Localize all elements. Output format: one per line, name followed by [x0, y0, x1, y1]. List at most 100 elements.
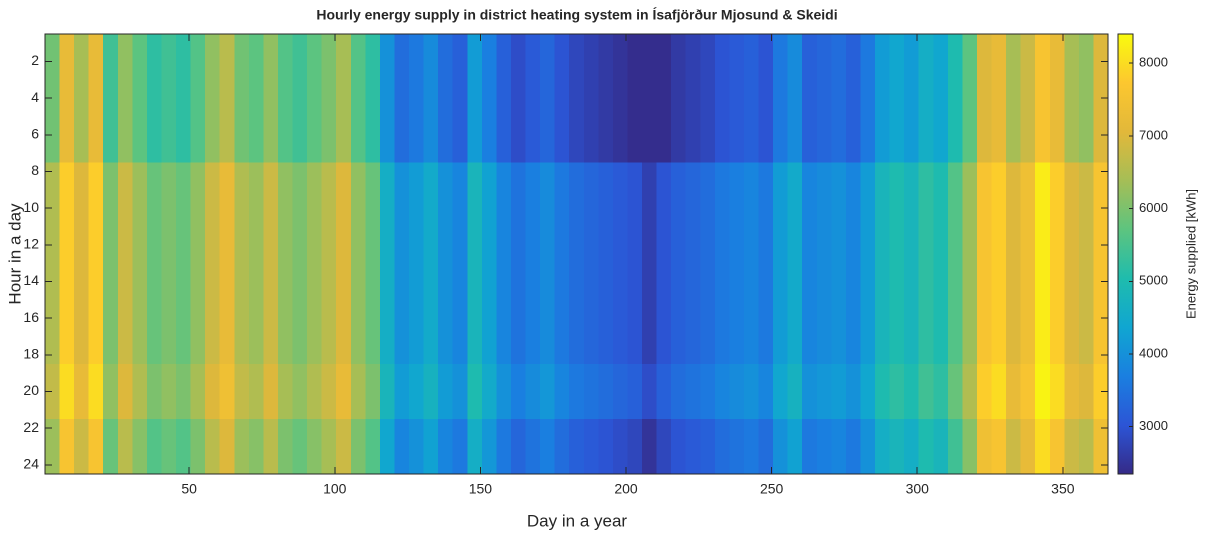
heatmap-cell — [991, 162, 1007, 364]
heatmap-cell — [1093, 364, 1109, 419]
heatmap-cell — [394, 419, 410, 474]
plot-frame — [44, 33, 1109, 475]
heatmap-cell — [438, 162, 454, 364]
heatmap-cell — [496, 34, 512, 163]
heatmap-cell — [292, 364, 308, 419]
heatmap-cell — [496, 364, 512, 419]
heatmap-cell — [598, 364, 614, 419]
colorbar-label: Energy supplied [kWh] — [1183, 189, 1198, 319]
heatmap-cell — [452, 419, 468, 474]
heatmap-cell — [569, 34, 585, 163]
heatmap-cell — [1049, 419, 1065, 474]
heatmap-cell — [132, 364, 148, 419]
heatmap-cell — [729, 419, 745, 474]
heatmap-cell — [161, 419, 177, 474]
heatmap-cell — [1006, 419, 1022, 474]
heatmap-cell — [554, 162, 570, 364]
heatmap-cell — [671, 419, 687, 474]
heatmap-cell — [569, 364, 585, 419]
heatmap-cell — [627, 419, 643, 474]
heatmap-cell — [219, 34, 235, 163]
y-axis-label: Hour in a day — [5, 203, 24, 305]
heatmap-cell — [1006, 364, 1022, 419]
heatmap-cell — [714, 34, 730, 163]
heatmap-cell — [307, 162, 323, 364]
heatmap-cell — [860, 419, 876, 474]
heatmap-cell — [161, 34, 177, 163]
heatmap-cell — [103, 34, 119, 163]
heatmap-cell — [540, 34, 556, 163]
heatmap-cell — [627, 364, 643, 419]
heatmap-cell — [875, 34, 891, 163]
heatmap-cell — [467, 162, 483, 364]
heatmap-cell — [554, 34, 570, 163]
heatmap-cell — [263, 419, 279, 474]
heatmap-cell — [176, 34, 192, 163]
heatmap-cell — [452, 364, 468, 419]
heatmap-cell — [277, 419, 294, 474]
heatmap-cell — [991, 364, 1007, 419]
heatmap-cell — [845, 162, 861, 364]
colorbar — [1117, 33, 1134, 475]
heatmap-cell — [802, 162, 818, 364]
heatmap-cell — [583, 34, 599, 163]
heatmap-cell — [74, 162, 90, 364]
heatmap-cell — [74, 364, 90, 419]
heatmap-cell — [802, 364, 818, 419]
heatmap-cell — [132, 34, 148, 163]
heatmap-cell — [1078, 419, 1094, 474]
heatmap-cell — [88, 162, 104, 364]
heatmap-cell — [190, 419, 206, 474]
heatmap-cell — [1049, 364, 1065, 419]
heatmap-cell — [525, 162, 541, 364]
heatmap-cell — [350, 34, 366, 163]
heatmap-cell — [671, 162, 687, 364]
heatmap-cell — [307, 419, 323, 474]
heatmap-cell — [1006, 162, 1022, 364]
heatmap-cell — [350, 162, 366, 364]
heatmap-cell — [423, 364, 439, 419]
heatmap-cell — [467, 419, 483, 474]
heatmap-cell — [510, 364, 527, 419]
heatmap-cell — [1064, 162, 1080, 364]
heatmap-cell — [962, 162, 978, 364]
heatmap-cell — [714, 364, 730, 419]
heatmap-cell — [802, 34, 818, 163]
heatmap-cell — [248, 364, 264, 419]
heatmap-cell — [598, 34, 614, 163]
heatmap-cell — [773, 34, 789, 163]
x-tick-label: 200 — [614, 481, 638, 497]
heatmap-cell — [700, 364, 716, 419]
heatmap-cell — [1093, 419, 1109, 474]
heatmap-cell — [307, 34, 323, 163]
heatmap-cell — [889, 34, 905, 163]
heatmap-cell — [700, 34, 716, 163]
heatmap-cell — [860, 162, 876, 364]
heatmap-cell — [729, 364, 745, 419]
heatmap-cell — [569, 419, 585, 474]
heatmap-cell — [88, 419, 104, 474]
heatmap-cell — [74, 419, 90, 474]
heatmap-cell — [802, 419, 818, 474]
heatmap-cell — [467, 34, 483, 163]
heatmap-cell — [627, 34, 643, 163]
heatmap-cell — [365, 162, 381, 364]
heatmap-cell — [845, 364, 861, 419]
heatmap-cell — [787, 34, 803, 163]
heatmap-cell — [831, 34, 847, 163]
heatmap-cell — [1064, 419, 1080, 474]
heatmap-cell — [714, 419, 730, 474]
heatmap-cell — [423, 162, 439, 364]
heatmap-cell — [933, 34, 949, 163]
heatmap-cell — [787, 162, 803, 364]
heatmap-cell — [59, 34, 75, 163]
heatmap-cell — [219, 419, 235, 474]
heatmap-cell — [700, 419, 716, 474]
heatmap-cell — [496, 419, 512, 474]
heatmap-cell — [409, 419, 425, 474]
heatmap-cell — [409, 162, 425, 364]
heatmap-cell — [569, 162, 585, 364]
heatmap-cell — [117, 419, 133, 474]
heatmap-cell — [117, 364, 133, 419]
